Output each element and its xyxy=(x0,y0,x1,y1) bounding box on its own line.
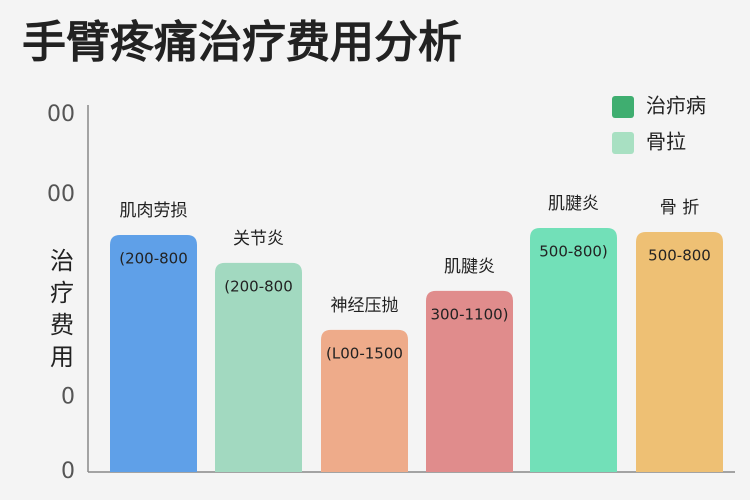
range-label: (L00-1500 xyxy=(326,344,403,362)
category-label: 骨 折 xyxy=(660,198,699,218)
range-label: 300-1100) xyxy=(430,305,508,323)
bar xyxy=(636,232,723,472)
y-axis-label: 治疗费用 xyxy=(50,247,74,371)
legend-swatch xyxy=(612,132,634,154)
y-tick-label: 0 xyxy=(61,385,75,410)
range-label: 500-800 xyxy=(648,247,711,265)
range-label: 500-800) xyxy=(539,242,608,260)
bar xyxy=(321,329,408,472)
range-label: (200-800 xyxy=(119,250,188,268)
y-tick-label: 00 xyxy=(47,102,75,127)
y-tick-label: 00 xyxy=(47,182,75,207)
bar xyxy=(215,262,302,472)
category-label: 关节炎 xyxy=(233,229,284,249)
category-label: 肌腱炎 xyxy=(444,257,495,277)
legend-label: 骨拉 xyxy=(646,130,686,154)
category-label: 肌肉劳损 xyxy=(120,201,188,221)
range-label: (200-800 xyxy=(224,277,293,295)
bar xyxy=(110,235,197,472)
legend-label: 治疖病 xyxy=(646,94,706,118)
y-tick-label: 0 xyxy=(61,459,75,484)
category-label: 肌腱炎 xyxy=(548,194,599,214)
category-label: 神经压抛 xyxy=(331,296,399,316)
chart-title: 手臂疼痛治疗费用分析 xyxy=(22,17,462,68)
legend-swatch xyxy=(612,96,634,118)
bar xyxy=(426,290,513,472)
bar xyxy=(530,227,617,472)
